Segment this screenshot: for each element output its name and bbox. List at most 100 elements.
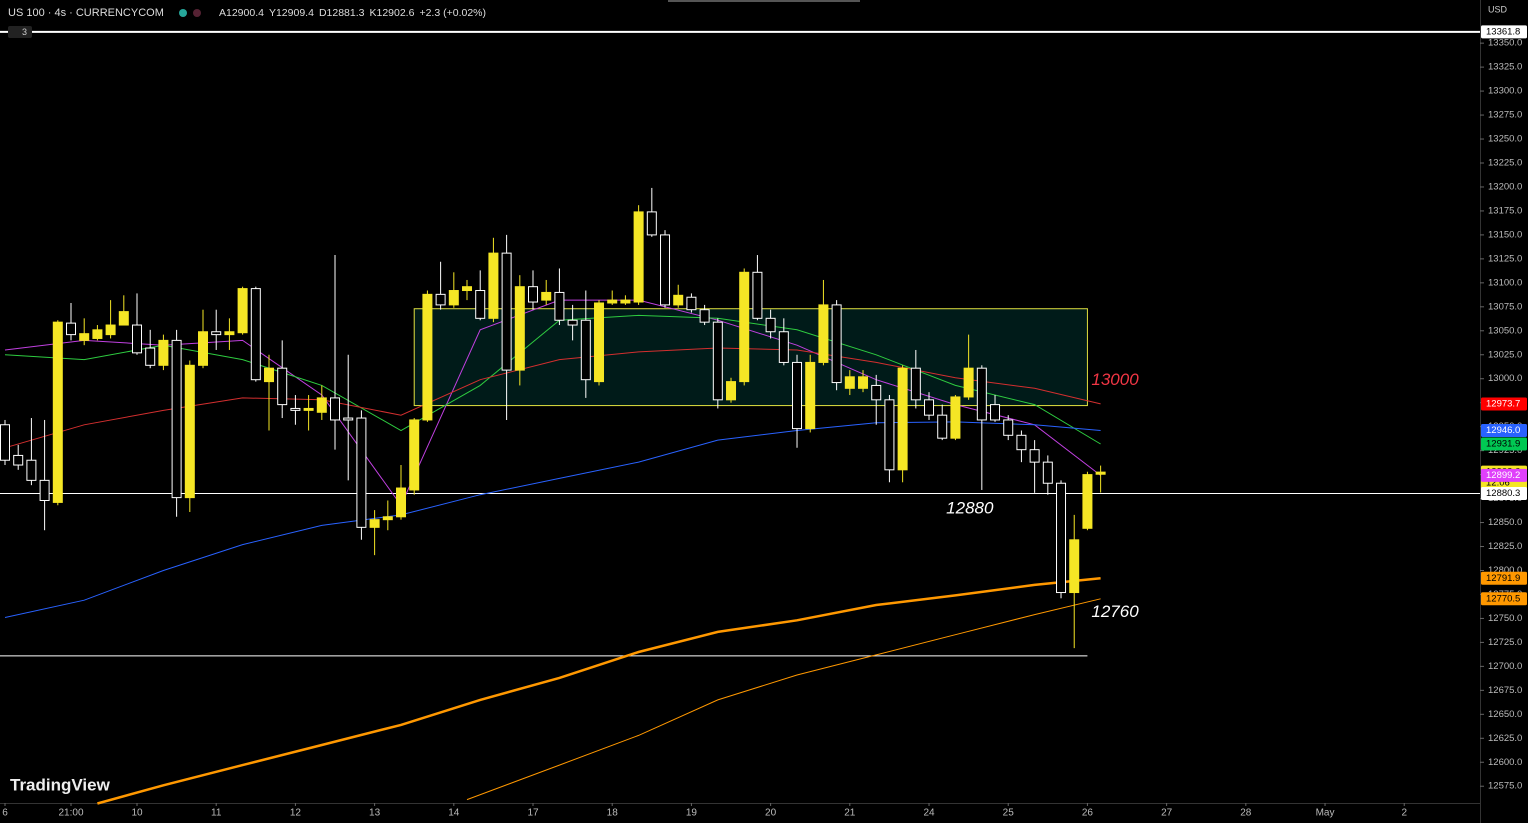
plot: 13000 12880 12760 xyxy=(0,30,1480,805)
candle-body xyxy=(343,417,354,421)
top-handle xyxy=(668,0,860,2)
badge-box[interactable] xyxy=(8,26,32,38)
candle-body xyxy=(277,367,288,406)
price-tag-label: 12946.0 xyxy=(1486,425,1520,436)
annotation: 13000 xyxy=(1091,370,1139,389)
candle-body xyxy=(580,319,591,381)
candle-body xyxy=(448,290,459,306)
candle-body xyxy=(409,419,420,491)
candle-body xyxy=(607,299,618,304)
price-tag-label: 12931.9 xyxy=(1486,439,1520,450)
candle-body xyxy=(1095,471,1106,475)
candle-body xyxy=(462,286,473,292)
x-tick-label: 24 xyxy=(923,808,935,819)
candle-body xyxy=(171,339,182,499)
price-tag xyxy=(1481,437,1527,451)
candle-body xyxy=(633,211,644,303)
watermark: TradingView xyxy=(10,775,111,794)
candle-body xyxy=(554,291,565,321)
candle-body xyxy=(990,404,1001,421)
candle-body xyxy=(1042,461,1053,484)
candle-body xyxy=(396,487,407,518)
price-tag xyxy=(1481,397,1527,411)
y-tick-label: 12600.0 xyxy=(1488,757,1522,768)
candle-body xyxy=(924,399,935,416)
candle-body xyxy=(528,286,539,303)
candle-body xyxy=(475,290,486,319)
y-tick-label: 12650.0 xyxy=(1488,709,1522,720)
candle-body xyxy=(712,321,723,401)
x-tick-label: 26 xyxy=(1082,808,1094,819)
candle-body xyxy=(805,361,816,430)
candle-body xyxy=(1003,419,1014,436)
candle-body xyxy=(1069,539,1080,594)
candle-body xyxy=(871,384,882,401)
x-tick-label: May xyxy=(1316,808,1335,819)
price-tag xyxy=(1481,592,1527,606)
candle-body xyxy=(963,367,974,398)
y-tick-label: 13250.0 xyxy=(1488,134,1522,145)
candle-body xyxy=(1029,449,1040,463)
x-tick-label: 10 xyxy=(131,808,143,819)
y-tick-label: 13225.0 xyxy=(1488,158,1522,169)
x-tick-label: 19 xyxy=(686,808,698,819)
ohlc-value: Y12909.4 xyxy=(269,7,314,19)
candle-body xyxy=(422,293,433,421)
y-tick-label: 13025.0 xyxy=(1488,349,1522,360)
currency[interactable]: USD xyxy=(1488,4,1508,14)
x-tick-label: 18 xyxy=(607,808,619,819)
annotation: 12760 xyxy=(1091,602,1139,621)
y-tick-label: 13175.0 xyxy=(1488,205,1522,216)
y-tick-label: 13150.0 xyxy=(1488,229,1522,240)
header: US 100 · 4s · CURRENCYCOM 3 USD TradingV… xyxy=(8,4,1508,794)
price-tag xyxy=(1481,424,1527,438)
candle-body xyxy=(316,397,327,413)
symbol-title[interactable]: US 100 · 4s · CURRENCYCOM xyxy=(8,7,164,19)
y-tick-label: 13300.0 xyxy=(1488,86,1522,97)
axes: 12575.0 12600.0 12625.0 12650.0 12675.0 12700… xyxy=(2,25,1527,819)
countdown: 12:06 xyxy=(1486,478,1510,489)
candle-body xyxy=(699,309,710,323)
price-tag-label: 12770.5 xyxy=(1486,593,1520,604)
candle-body xyxy=(92,329,103,339)
candle-body xyxy=(884,399,895,471)
candle-body xyxy=(831,304,842,384)
price-tag-label: 12791.9 xyxy=(1486,573,1520,584)
x-tick-label: 17 xyxy=(527,808,539,819)
candle-body xyxy=(897,367,908,471)
ohlc-value: D12881.3 xyxy=(319,7,365,19)
candle-body xyxy=(488,252,499,319)
y-tick-label: 13350.0 xyxy=(1488,38,1522,49)
candle-body xyxy=(1056,482,1067,594)
candle-body xyxy=(264,367,275,383)
candle-body xyxy=(660,234,671,306)
candle-body xyxy=(237,288,248,334)
price-tag-label: 12973.7 xyxy=(1486,398,1520,409)
candle-body xyxy=(792,361,803,430)
y-tick-label: 12825.0 xyxy=(1488,541,1522,552)
candle-body xyxy=(145,347,156,366)
candle-body xyxy=(211,331,222,336)
status-icon xyxy=(179,9,187,17)
candle-body xyxy=(818,304,829,363)
candle-body xyxy=(752,271,763,319)
status-icon xyxy=(193,9,201,17)
y-tick-label: 12725.0 xyxy=(1488,637,1522,648)
annotation: 12880 xyxy=(946,499,994,518)
candle-body xyxy=(739,271,750,383)
candle-body xyxy=(356,417,367,528)
candle-body xyxy=(369,519,380,528)
candle-body xyxy=(910,367,921,401)
moving-average xyxy=(97,577,1101,805)
candle-body xyxy=(39,479,50,501)
x-tick-label: 25 xyxy=(1003,808,1015,819)
y-tick-label: 12700.0 xyxy=(1488,661,1522,672)
candle-body xyxy=(937,414,948,439)
badge[interactable]: 3 xyxy=(22,27,27,37)
candle-body xyxy=(158,339,169,366)
candle-body xyxy=(844,376,855,389)
price-tag xyxy=(1481,486,1527,500)
candle-body xyxy=(620,299,631,304)
